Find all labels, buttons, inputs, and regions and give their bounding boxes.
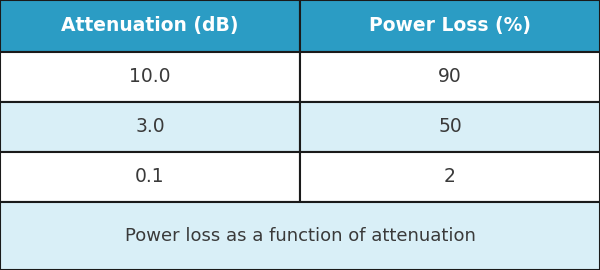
Text: 3.0: 3.0 [135, 117, 165, 137]
Bar [300, 152, 600, 202]
Text: Power loss as a function of attenuation: Power loss as a function of attenuation [125, 227, 475, 245]
Bar [0, 52, 300, 102]
Bar [300, 0, 600, 52]
Bar [300, 102, 600, 152]
Text: 10.0: 10.0 [129, 68, 171, 86]
Bar [0, 152, 300, 202]
Bar [0, 202, 600, 270]
Text: 90: 90 [438, 68, 462, 86]
Text: 50: 50 [438, 117, 462, 137]
Bar [0, 102, 300, 152]
Text: Power Loss (%): Power Loss (%) [369, 16, 531, 35]
Text: 0.1: 0.1 [135, 167, 165, 187]
Bar [0, 0, 300, 52]
Bar [300, 52, 600, 102]
Text: 2: 2 [444, 167, 456, 187]
Text: Attenuation (dB): Attenuation (dB) [61, 16, 239, 35]
